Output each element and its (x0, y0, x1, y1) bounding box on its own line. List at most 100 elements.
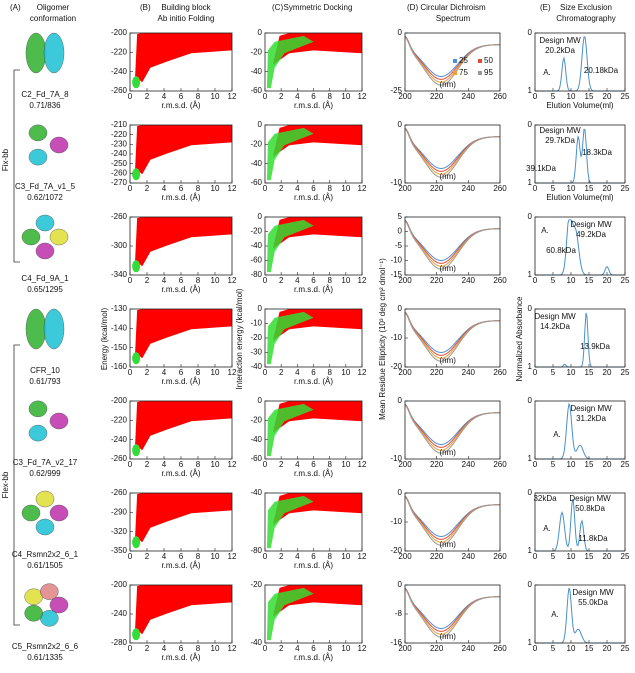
x-tick-label: 2 (145, 92, 150, 101)
design-score: 0.61/793 (29, 377, 61, 386)
x-tick-label: 200 (398, 92, 412, 101)
y-tick-label: -60 (250, 454, 262, 463)
x-tick-label: 12 (358, 368, 367, 377)
y-tick-label: -220 (111, 415, 128, 424)
y-tick-label: 1 (528, 546, 533, 555)
protein-chain (49, 136, 69, 154)
sec-annotation: A. (543, 524, 551, 533)
x-tick-label: 4 (162, 460, 167, 469)
x-tick-label: 10 (341, 92, 350, 101)
x-tick-label: 8 (196, 552, 201, 561)
x-tick-label: 15 (585, 460, 594, 469)
x-tick-label: 260 (493, 184, 507, 193)
x-tick-label: 8 (196, 644, 201, 653)
sec-annotation: Design MW (572, 588, 614, 597)
y-tick-label: -260 (111, 168, 128, 177)
x-tick-label: 8 (196, 460, 201, 469)
axis-title: Energy (kcal/mol) (100, 308, 109, 371)
axis-title: Mean Residue Ellipticity (10³ deg cm² dm… (378, 258, 387, 420)
protein-chain (35, 214, 55, 232)
y-tick-label: -20 (250, 139, 262, 148)
y-tick-label: -30 (250, 348, 262, 357)
x-tick-label: 6 (311, 460, 316, 469)
x-tick-label: 200 (398, 644, 412, 653)
y-tick-label: -10 (390, 256, 402, 265)
sec-annotation: 39.1kDa (526, 164, 556, 173)
x-tick-label: 10 (341, 184, 350, 193)
x-tick-label: 0 (533, 368, 538, 377)
y-tick-label: -300 (111, 241, 128, 250)
protein-chain (28, 400, 48, 418)
x-tick-label: 0 (263, 644, 268, 653)
plot-frame (404, 400, 501, 460)
protein-chain (25, 32, 47, 74)
x-tick-label: 8 (327, 184, 332, 193)
y-tick-label: -290 (111, 507, 128, 516)
x-tick-label: 220 (430, 276, 444, 285)
plot-frame (534, 308, 626, 368)
y-tick-label: -10 (390, 178, 402, 187)
protein-chain (40, 610, 59, 627)
x-tick-label: 8 (196, 92, 201, 101)
x-tick-label: 260 (493, 92, 507, 101)
x-tick-label: 25 (621, 644, 630, 653)
x-tick-label: 4 (162, 368, 167, 377)
x-tick-label: 0 (128, 644, 133, 653)
x-axis-label: r.m.s.d. (Å) (294, 193, 333, 202)
y-tick-label: -8 (395, 609, 403, 618)
x-tick-label: 2 (279, 368, 284, 377)
y-tick-label: -20 (250, 580, 262, 589)
protein-structure (25, 308, 65, 350)
x-tick-label: 4 (295, 460, 300, 469)
x-tick-label: 12 (228, 644, 237, 653)
score-cloud (135, 493, 232, 543)
x-axis-label: r.m.s.d. (Å) (161, 101, 200, 110)
legend-swatch (478, 71, 482, 75)
x-tick-label: 0 (533, 184, 538, 193)
x-tick-label: 4 (162, 644, 167, 653)
plot-frame (534, 216, 626, 276)
x-tick-label: 20 (603, 368, 612, 377)
x-tick-label: 220 (430, 368, 444, 377)
x-tick-label: 12 (228, 460, 237, 469)
x-tick-label: 20 (603, 460, 612, 469)
legend-swatch (453, 71, 457, 75)
sec-annotation: 55.0kDa (578, 598, 608, 607)
y-tick-label: 0 (398, 28, 403, 37)
protein-chain (49, 228, 69, 246)
x-tick-label: 2 (279, 644, 284, 653)
sec-annotation: 20.18kDa (584, 66, 619, 75)
sec-annotation: Design MW (569, 494, 611, 503)
x-tick-label: 15 (585, 368, 594, 377)
x-tick-label: 0 (533, 644, 538, 653)
protein-structure (21, 490, 69, 536)
x-tick-label: 4 (162, 276, 167, 285)
y-tick-label: -240 (111, 435, 128, 444)
x-axis-label: r.m.s.d. (Å) (294, 285, 333, 294)
y-tick-label: 0 (528, 212, 533, 221)
native-cloud (266, 495, 314, 549)
y-tick-label: 1 (528, 86, 533, 95)
x-tick-label: 15 (585, 644, 594, 653)
y-tick-label: 0 (528, 304, 533, 313)
y-tick-label: -10 (390, 333, 402, 342)
y-tick-label: -260 (111, 488, 128, 497)
x-tick-label: 12 (358, 92, 367, 101)
native-cloud (266, 403, 314, 457)
protein-chain (43, 308, 65, 350)
y-tick-label: -40 (250, 159, 262, 168)
protein-chain (49, 412, 69, 430)
x-tick-label: 6 (311, 644, 316, 653)
y-tick-label: -280 (111, 638, 128, 647)
x-tick-label: 8 (196, 368, 201, 377)
protein-chain (40, 583, 59, 600)
x-tick-label: 0 (128, 368, 133, 377)
y-tick-label: -240 (111, 67, 128, 76)
x-axis-label: r.m.s.d. (Å) (161, 469, 200, 478)
x-tick-label: 25 (621, 368, 630, 377)
x-tick-label: 4 (162, 552, 167, 561)
protein-chain (49, 596, 69, 614)
x-tick-label: 10 (211, 368, 220, 377)
design-score: 0.65/1295 (27, 285, 63, 294)
x-tick-label: 4 (295, 552, 300, 561)
